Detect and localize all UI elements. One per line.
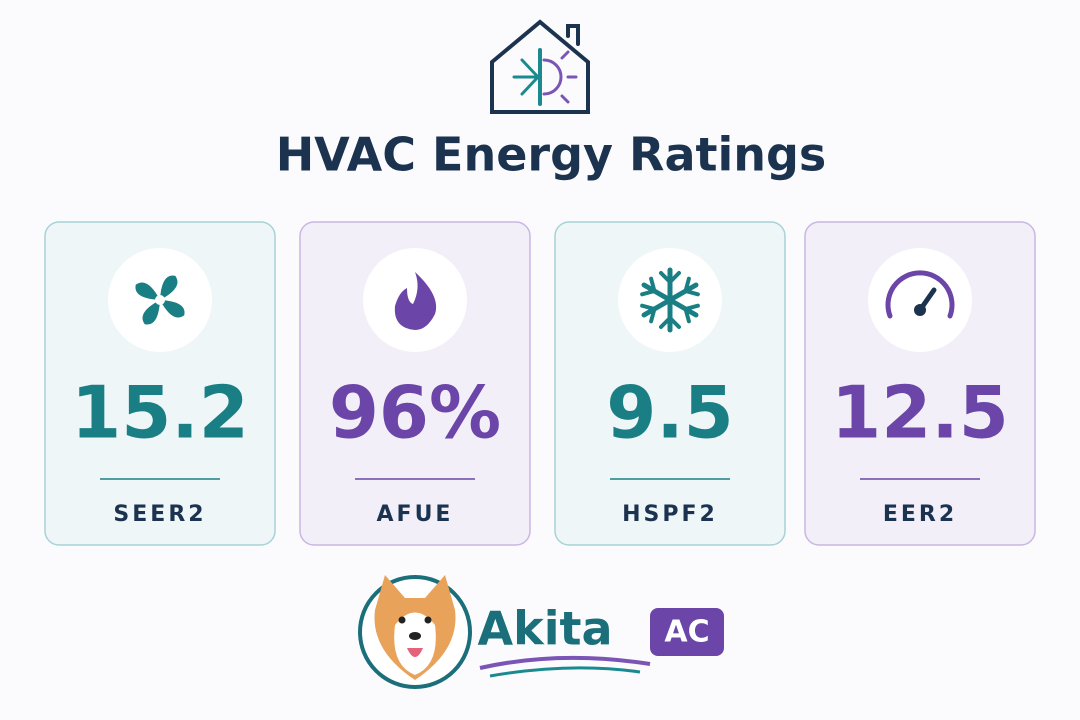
card-bg <box>44 221 276 546</box>
flake-tip <box>640 276 657 297</box>
rating-value: 12.5 <box>831 371 1009 455</box>
card-bg <box>299 221 531 546</box>
rating-value: 9.5 <box>606 371 734 455</box>
rating-label: AFUE <box>377 502 454 527</box>
rating-card: 9.5 HSPF2 <box>554 221 786 546</box>
title: HVAC Energy Ratings <box>276 128 827 182</box>
flake-tip <box>683 276 700 297</box>
brand-name: Akita <box>478 602 613 656</box>
rating-value: 96% <box>329 371 501 455</box>
rating-card: 15.2 SEER2 <box>44 221 276 546</box>
flake-arm <box>667 297 699 318</box>
flake-tip <box>683 303 700 324</box>
fan-blade <box>160 300 185 318</box>
flake-tip <box>640 303 657 324</box>
rating-card: 96% AFUE <box>299 221 531 546</box>
flake-arm <box>667 282 699 303</box>
fan-hub <box>155 295 165 305</box>
brand-badge: AC <box>664 615 709 650</box>
icon-circle <box>868 248 972 352</box>
card-bg <box>804 221 1036 546</box>
flake-arm <box>641 282 673 303</box>
needle-hub <box>914 304 926 316</box>
fan-blade <box>160 275 178 300</box>
rating-label: EER2 <box>883 502 957 527</box>
house-icon <box>490 19 590 114</box>
gauge <box>885 270 955 319</box>
flake-tip <box>659 315 681 329</box>
flake-tip <box>659 271 681 285</box>
fan-blade <box>142 300 160 325</box>
card-bg <box>554 221 786 546</box>
rating-label: SEER2 <box>113 502 206 527</box>
rating-card: 12.5 EER2 <box>804 221 1036 546</box>
flake-arm <box>641 297 673 318</box>
fan-blade <box>135 282 160 300</box>
flame <box>394 272 437 330</box>
rating-label: HSPF2 <box>622 502 718 527</box>
logo: Akita AC <box>358 575 724 689</box>
rating-value: 15.2 <box>71 371 249 455</box>
